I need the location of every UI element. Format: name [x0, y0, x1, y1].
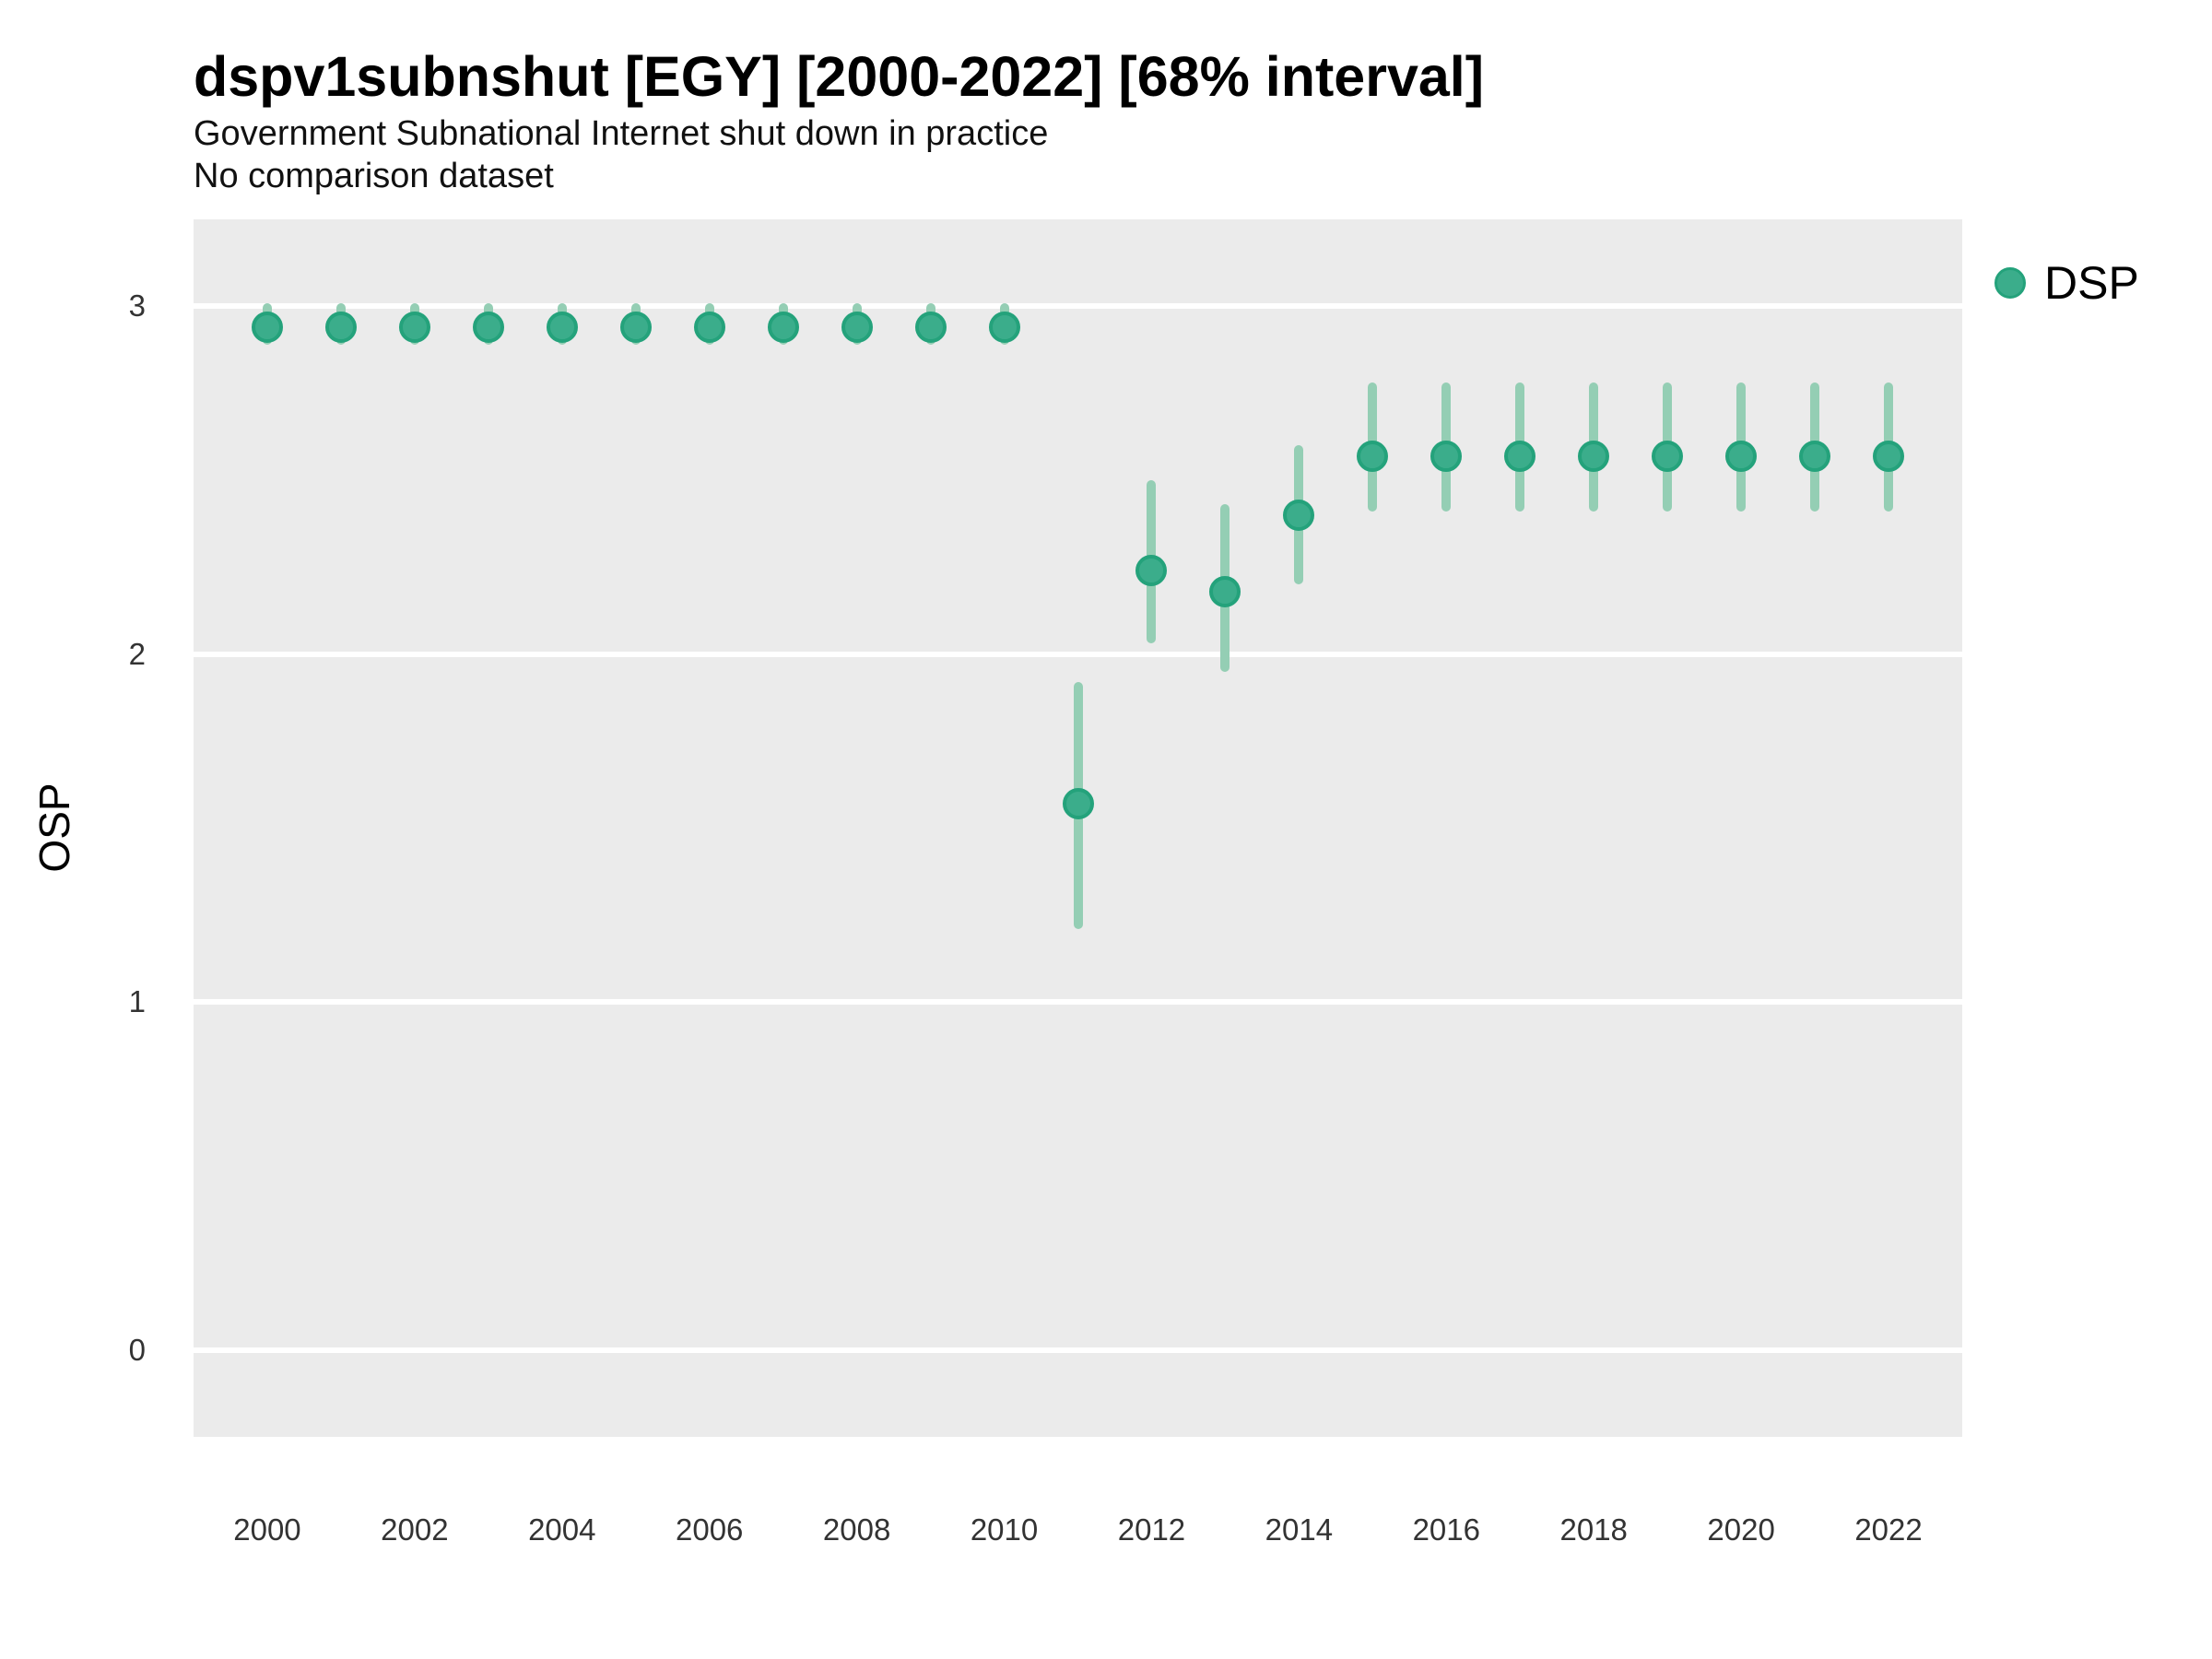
legend-dsp-label: DSP [2044, 257, 2139, 309]
data-point [546, 312, 578, 343]
data-point [1652, 440, 1684, 472]
data-point [1873, 440, 1905, 472]
y-tick-label: 2 [128, 636, 146, 671]
x-tick-label: 2004 [528, 1512, 596, 1547]
x-tick-label: 2002 [381, 1512, 449, 1547]
x-tick-label: 2006 [675, 1512, 744, 1547]
data-point [324, 312, 357, 343]
x-tick-label: 2010 [970, 1512, 1039, 1547]
chart-subtitle: Government Subnational Internet shut dow… [194, 114, 1049, 153]
data-point [472, 312, 504, 343]
data-point [988, 312, 1020, 343]
data-point [914, 312, 947, 343]
data-point [619, 312, 652, 343]
x-tick-label: 2008 [822, 1512, 891, 1547]
y-gridline [194, 303, 1962, 310]
data-point [251, 312, 283, 343]
x-tick-label: 2016 [1412, 1512, 1480, 1547]
x-tick-label: 2014 [1265, 1512, 1334, 1547]
y-axis-title: OSP [30, 782, 78, 873]
x-tick-label: 2020 [1707, 1512, 1775, 1547]
data-point [1357, 440, 1389, 472]
chart-title: dspv1subnshut [EGY] [2000-2022] [68% int… [194, 45, 1485, 108]
data-point [693, 312, 725, 343]
data-point [841, 312, 873, 343]
data-point [767, 312, 799, 343]
legend-dsp-marker-icon [1994, 267, 2026, 299]
data-point [1725, 440, 1758, 472]
data-point [1283, 499, 1315, 531]
x-tick-label: 2012 [1117, 1512, 1186, 1547]
plot-panel [194, 219, 1962, 1437]
data-point [1799, 440, 1831, 472]
x-tick-label: 2000 [233, 1512, 301, 1547]
y-tick-label: 0 [128, 1332, 146, 1367]
data-point [1578, 440, 1610, 472]
y-tick-label: 3 [128, 288, 146, 324]
legend: DSP [1994, 256, 2139, 310]
x-tick-label: 2018 [1559, 1512, 1628, 1547]
comparison-note: No comparison dataset [194, 157, 554, 195]
y-gridline [194, 1347, 1962, 1353]
y-tick-label: 1 [128, 984, 146, 1019]
y-gridline [194, 651, 1962, 657]
data-point [1430, 440, 1463, 472]
data-point [1504, 440, 1536, 472]
data-point [1209, 575, 1241, 607]
x-tick-label: 2022 [1854, 1512, 1923, 1547]
data-point [1062, 788, 1094, 820]
y-gridline [194, 999, 1962, 1006]
data-point [1135, 555, 1168, 587]
data-point [398, 312, 430, 343]
